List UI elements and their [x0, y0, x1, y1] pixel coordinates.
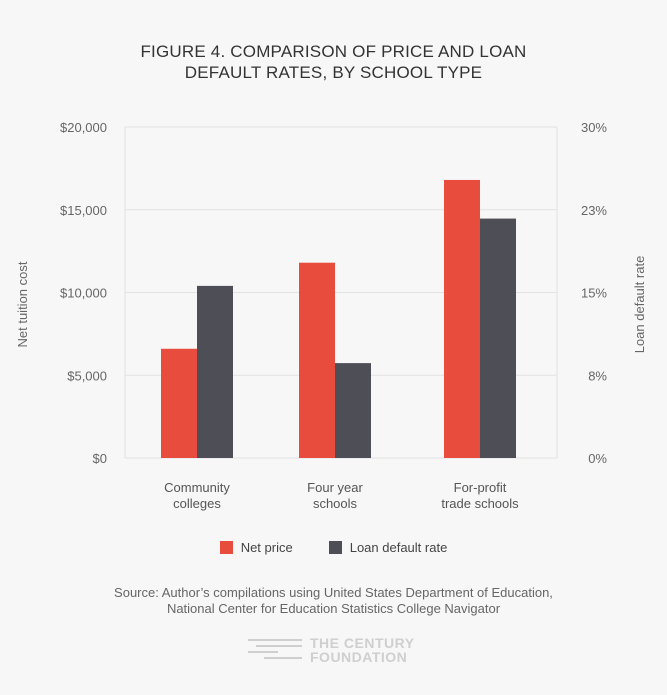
- y-axis-title: Net tuition cost: [15, 261, 30, 347]
- legend-swatch-net-price: [219, 541, 233, 554]
- logo-text-line-1: THE CENTURY: [310, 635, 415, 651]
- bar-net-price: [444, 179, 480, 458]
- category-label: colleges: [173, 496, 221, 511]
- chart-title-line-1: FIGURE 4. COMPARISON OF PRICE AND LOAN: [140, 42, 527, 61]
- y2-tick-label: 0%: [588, 451, 607, 466]
- category-label: For-profit: [454, 480, 507, 495]
- category-label: Community: [164, 480, 230, 495]
- y-tick-label: $20,000: [60, 120, 107, 135]
- bar-loan-default-rate: [197, 285, 233, 458]
- legend-item-loan-default-rate: Loan default rate: [328, 540, 448, 555]
- logo-mark-icon: [248, 637, 304, 663]
- legend: Net price Loan default rate: [0, 540, 667, 555]
- bar-loan-default-rate: [335, 363, 371, 458]
- category-label: trade schools: [441, 496, 519, 511]
- source-line-2: National Center for Education Statistics…: [166, 601, 501, 616]
- y-tick-label: $0: [93, 451, 107, 466]
- logo-text-line-2: FOUNDATION: [310, 649, 408, 665]
- legend-swatch-loan-default-rate: [328, 541, 342, 554]
- bar-loan-default-rate: [480, 218, 516, 458]
- y2-axis-title: Loan default rate: [632, 256, 647, 354]
- bar-net-price: [299, 262, 335, 458]
- y2-tick-label: 30%: [581, 120, 607, 135]
- legend-label-loan-default-rate: Loan default rate: [349, 540, 448, 555]
- y-tick-label: $10,000: [60, 286, 107, 301]
- legend-item-net-price: Net price: [219, 540, 293, 555]
- y2-tick-label: 23%: [581, 203, 607, 218]
- source-line-1: Source: Author’s compilations using Unit…: [114, 585, 553, 600]
- y2-tick-label: 15%: [581, 286, 607, 301]
- bar-chart: $0 0% $5,000 8% $10,000 15% $15,000 23% $20,000 3…: [15, 120, 647, 511]
- legend-label-net-price: Net price: [240, 540, 293, 555]
- category-label: Four year: [307, 480, 363, 495]
- bar-net-price: [161, 348, 197, 458]
- y-tick-label: $5,000: [67, 368, 107, 383]
- category-label: schools: [313, 496, 358, 511]
- y-tick-label: $15,000: [60, 203, 107, 218]
- century-foundation-logo: THE CENTURY FOUNDATION: [248, 636, 415, 664]
- chart-title-line-2: DEFAULT RATES, BY SCHOOL TYPE: [184, 63, 483, 82]
- y2-tick-label: 8%: [588, 368, 607, 383]
